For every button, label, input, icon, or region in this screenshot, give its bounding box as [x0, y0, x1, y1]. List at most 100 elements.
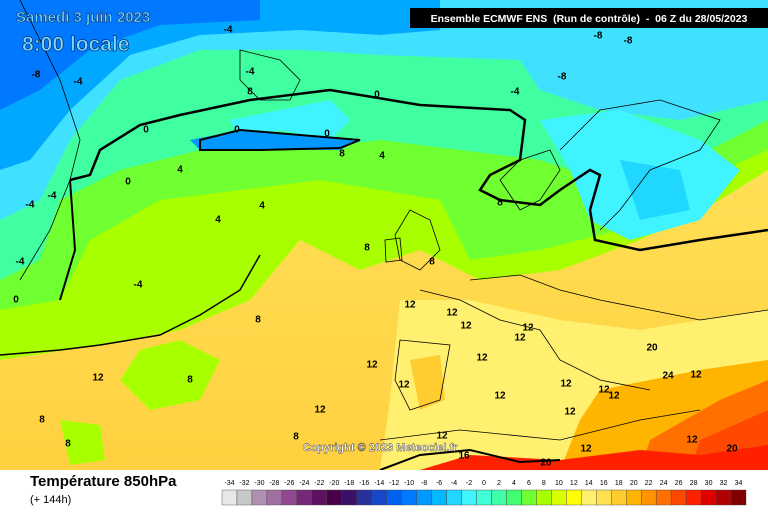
contour-label: 12: [460, 321, 472, 332]
color-swatch: [281, 489, 298, 506]
contour-label: 0: [374, 90, 380, 101]
colorbar-label: -2: [466, 480, 472, 487]
color-swatch: [266, 489, 283, 506]
color-swatch: [655, 489, 672, 506]
contour-label: -4: [224, 25, 233, 36]
colorbar-label: -12: [389, 480, 399, 487]
colorbar-label: 16: [600, 480, 608, 487]
contour-label: 12: [580, 444, 592, 455]
contour-label: -4: [26, 200, 35, 211]
colorbar-label: -22: [314, 480, 324, 487]
colorbar-label: -8: [421, 480, 427, 487]
color-swatch: [401, 489, 417, 506]
contour-label: -8: [32, 70, 41, 81]
colorbar-label: -24: [299, 480, 309, 487]
color-swatch: [536, 489, 552, 506]
color-swatch: [251, 489, 268, 506]
colorbar-label: -14: [374, 480, 384, 487]
colorbar-label: -32: [239, 480, 249, 487]
color-swatch: [506, 489, 522, 506]
colorbar-label: -26: [284, 480, 294, 487]
color-swatch: [386, 489, 402, 506]
map-labels: -4-8 -8-8 -8-4-40-40 0 00844448888-4-40-4-48…: [13, 25, 738, 469]
colorbar-label: -10: [404, 480, 414, 487]
color-swatch: [611, 489, 627, 506]
contour-label: 12: [476, 353, 488, 364]
color-swatch: [596, 489, 612, 506]
contour-label: 20: [540, 458, 552, 469]
contour-label: 24: [662, 371, 674, 382]
color-swatch: [416, 489, 432, 506]
color-swatch: [715, 489, 732, 506]
contour-label: -4: [16, 257, 25, 268]
contour-label: 12: [446, 308, 458, 319]
colorbar-label: -16: [359, 480, 369, 487]
color-swatch: [371, 489, 387, 506]
contour-label: 12: [690, 370, 702, 381]
color-swatch: [581, 489, 597, 506]
colorbar-label: 6: [527, 480, 531, 487]
contour-label: 12: [598, 385, 610, 396]
colorbar-label: 4: [512, 480, 516, 487]
color-swatch: [521, 489, 537, 506]
contour-label: 4: [177, 165, 183, 176]
contour-label: 0: [13, 295, 19, 306]
contour-label: 0: [324, 129, 330, 140]
contour-label: 8: [39, 415, 45, 426]
contour-label: 12: [366, 360, 378, 371]
colorbar-label: 14: [585, 480, 593, 487]
color-swatch: [356, 489, 372, 506]
colorbar-label: 8: [542, 480, 546, 487]
map: [0, 0, 768, 471]
contour-label: 8: [187, 375, 193, 386]
contour-label: 8: [339, 149, 345, 160]
colorbar-label: 30: [705, 480, 713, 487]
colorbar-label: -18: [344, 480, 354, 487]
contour-label: 12: [494, 391, 506, 402]
color-swatch: [491, 489, 507, 506]
contour-label: 12: [398, 380, 410, 391]
contour-label: 0: [234, 125, 240, 136]
colorbar-label: 28: [690, 480, 698, 487]
contour-label: 8: [497, 198, 503, 209]
contour-label: -4: [134, 280, 143, 291]
colorbar-label: 0: [482, 480, 486, 487]
contour-label: -8: [624, 36, 633, 47]
color-swatch: [476, 489, 492, 506]
color-swatch: [566, 489, 582, 506]
contour-label: 12: [564, 407, 576, 418]
contour-label: 12: [404, 300, 416, 311]
colorbar-label: 34: [735, 480, 743, 487]
contour-label: -8: [594, 31, 603, 42]
contour-label: 8: [429, 257, 435, 268]
colorbar-label: 2: [497, 480, 501, 487]
contour-label: 12: [560, 379, 572, 390]
contour-label: -8: [558, 72, 567, 83]
contour-label: 8: [293, 432, 299, 443]
time: 8:00 locale: [22, 33, 129, 56]
contour-label: 12: [436, 431, 448, 442]
contour-label: 12: [92, 373, 104, 384]
color-swatch: [446, 489, 462, 506]
colorbar-label: -4: [451, 480, 457, 487]
contour-label: 12: [314, 405, 326, 416]
colorbar-label: 10: [555, 480, 563, 487]
contour-label: 20: [726, 444, 738, 455]
colorbar-label: 18: [615, 480, 623, 487]
date: Samedi 3 juin 2023: [16, 9, 150, 26]
colorbar-label: -6: [436, 480, 442, 487]
contour-label: 12: [608, 391, 620, 402]
colorbar-label: -34: [224, 480, 234, 487]
colorbar-label: -28: [269, 480, 279, 487]
contour-label: 0: [125, 177, 131, 188]
copyright: Copyright © 2023 Meteociel.fr: [303, 442, 459, 454]
colorbar-label: 22: [645, 480, 653, 487]
model-info: Ensemble ECMWF ENS (Run de contrôle) - 0…: [431, 13, 748, 25]
color-swatch: [685, 489, 702, 506]
colorbar-label: -30: [254, 480, 264, 487]
color-swatch: [326, 489, 342, 506]
contour-label: -4: [246, 67, 255, 78]
lead-time: (+ 144h): [30, 494, 71, 506]
colorbar: -34 -32 -30 -28 -26 -24 -22 -20 -18 -16 -14 -12 -10-…: [221, 480, 747, 506]
